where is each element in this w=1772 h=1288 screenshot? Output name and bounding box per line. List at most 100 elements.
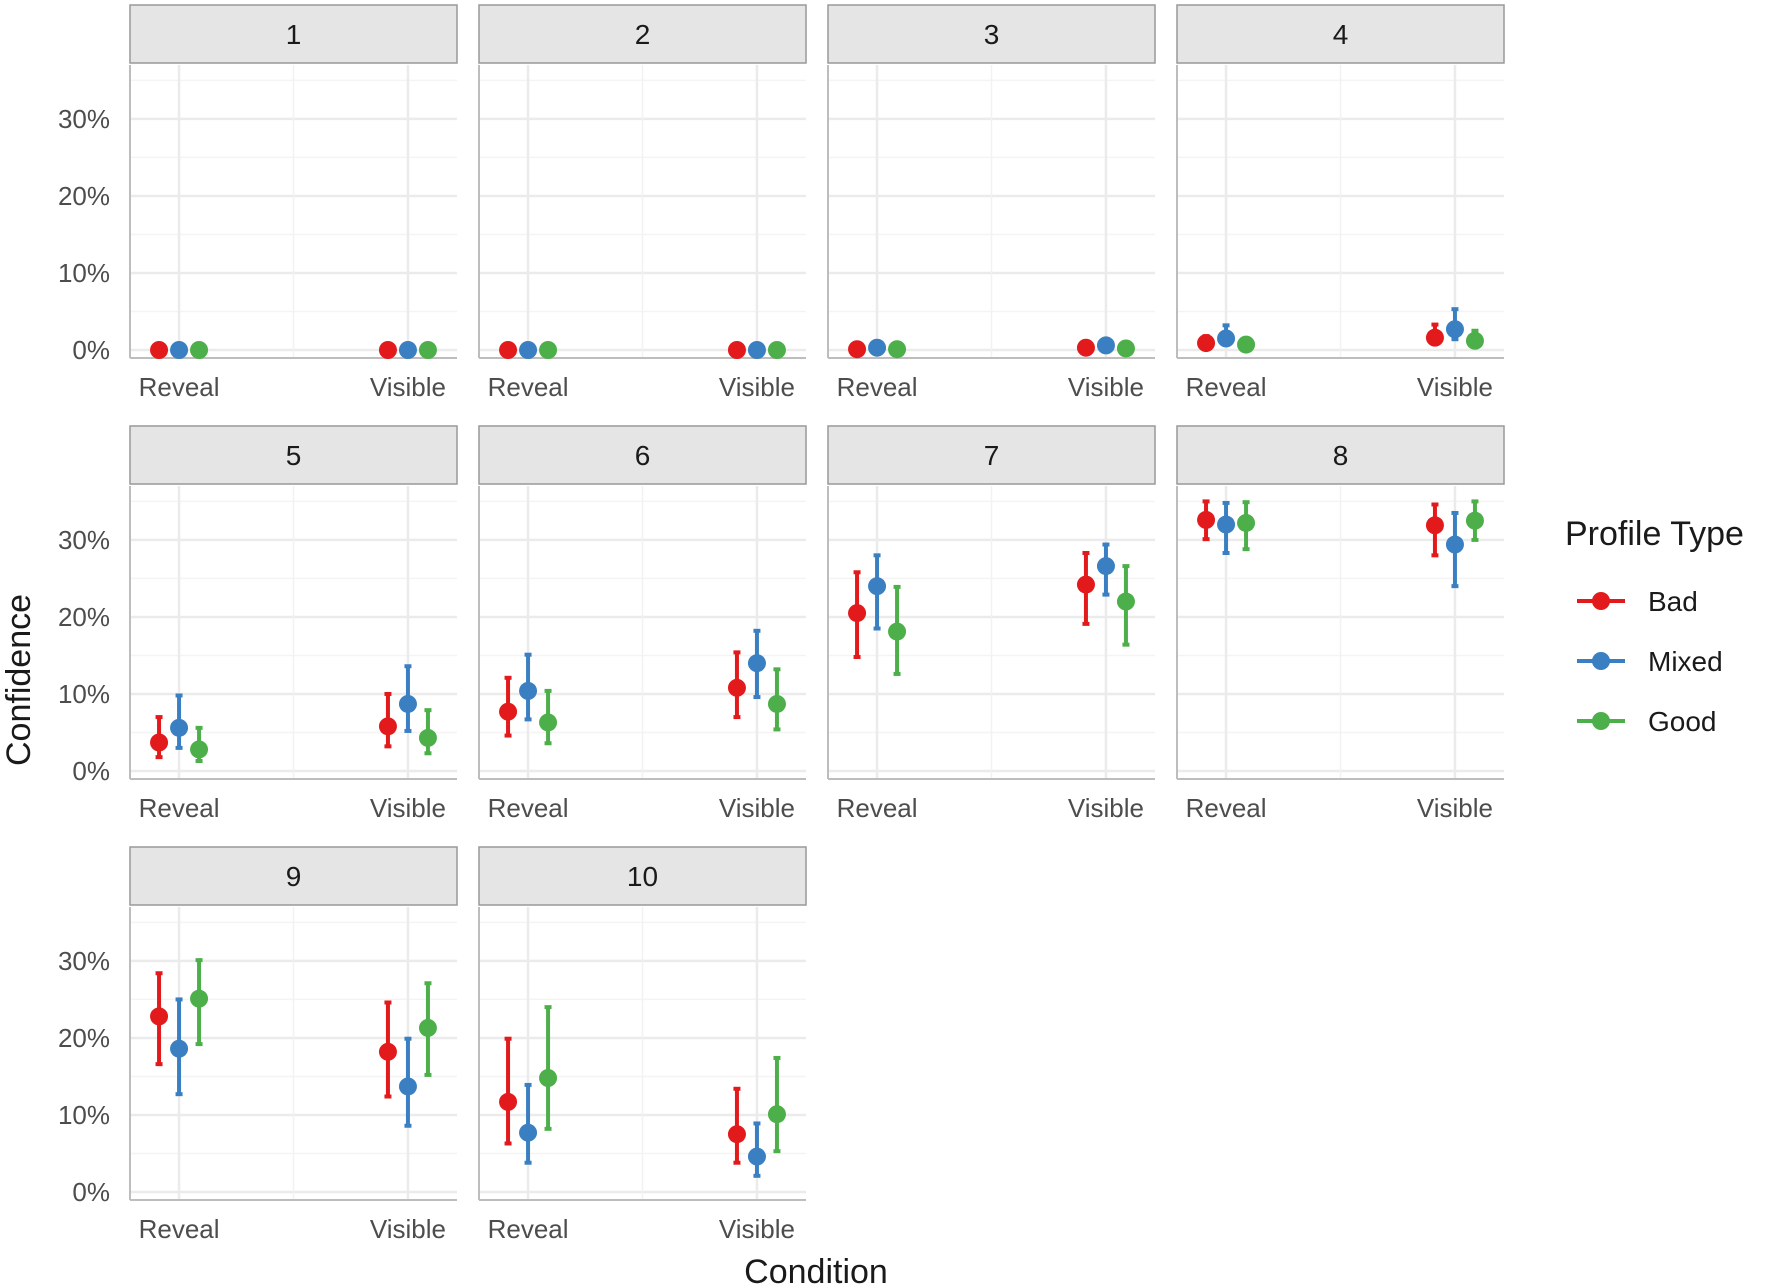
data-point-bad [378, 1000, 397, 1099]
x-tick-label: Visible [370, 1214, 446, 1244]
data-point-mixed [170, 997, 189, 1097]
point-marker [1217, 329, 1236, 348]
point-marker [767, 1105, 786, 1124]
legend-title: Profile Type [1565, 515, 1744, 553]
point-marker [418, 728, 437, 747]
point-marker [1445, 535, 1464, 554]
data-point-mixed [747, 341, 766, 359]
legend-entry-mixed: Mixed [1577, 646, 1723, 677]
x-tick-label: Reveal [488, 793, 569, 823]
data-point-good [418, 981, 437, 1077]
x-tick-label: Reveal [837, 372, 918, 402]
legend: Profile Type Bad Mixed Good [1565, 515, 1744, 737]
data-point-bad [1197, 499, 1216, 542]
point-marker [190, 341, 209, 359]
legend-key-point [1592, 652, 1610, 670]
data-point-mixed [519, 652, 538, 722]
data-point-bad [1197, 334, 1216, 353]
point-marker [170, 1039, 189, 1058]
data-point-mixed [868, 338, 887, 357]
facet-strip [129, 846, 458, 906]
point-marker [418, 1018, 437, 1037]
data-point-mixed [1096, 542, 1115, 597]
point-marker [519, 681, 538, 700]
point-marker [1425, 516, 1444, 535]
point-marker [378, 717, 397, 736]
data-point-good [767, 341, 786, 359]
data-point-mixed [747, 1121, 766, 1178]
data-point-good [1465, 499, 1484, 542]
point-marker [888, 340, 907, 359]
data-point-good [539, 341, 558, 359]
x-tick-label: Visible [1417, 793, 1493, 823]
point-marker [190, 989, 209, 1008]
point-marker [150, 1007, 169, 1026]
point-marker [1465, 511, 1484, 530]
facet-panel-1: 1 Reveal Visible 0% 10% 20% 30% [58, 4, 458, 402]
y-tick-label: 10% [58, 679, 110, 709]
point-marker [727, 341, 746, 359]
point-marker [848, 604, 867, 623]
y-tick-label: 0% [72, 335, 110, 365]
x-tick-label: Visible [719, 372, 795, 402]
point-marker [190, 740, 209, 759]
data-point-good [1237, 335, 1256, 354]
facet-panel-4: 4 Reveal Visible [1176, 4, 1505, 402]
gridlines [828, 486, 1155, 779]
data-point-good [418, 341, 437, 359]
facet-strip [827, 4, 1156, 64]
data-point-good [418, 708, 437, 756]
gridlines [479, 65, 806, 358]
data-point-bad [378, 341, 397, 359]
data-point-bad [150, 341, 169, 359]
data-point-mixed [519, 341, 538, 359]
facet-strip [129, 425, 458, 485]
data-point-mixed [398, 664, 417, 733]
legend-key-point [1592, 592, 1610, 610]
data-point-bad [1076, 551, 1095, 626]
data-point-bad [150, 715, 169, 760]
data-point-good [190, 958, 209, 1047]
point-marker [1197, 334, 1216, 353]
x-tick-label: Visible [1068, 793, 1144, 823]
point-marker [170, 341, 189, 359]
data-point-bad [1425, 502, 1444, 558]
point-marker [150, 733, 169, 752]
facet-strip [478, 425, 807, 485]
data-point-good [539, 688, 558, 746]
data-point-good [539, 1005, 558, 1131]
point-marker [1076, 575, 1095, 594]
data-point-mixed [170, 341, 189, 359]
point-marker [378, 341, 397, 359]
x-tick-label: Visible [370, 372, 446, 402]
point-marker [499, 1092, 518, 1111]
data-point-mixed [1445, 510, 1464, 589]
point-marker [727, 1125, 746, 1144]
data-point-good [1465, 328, 1484, 350]
data-point-good [1237, 500, 1256, 552]
point-marker [1076, 338, 1095, 357]
x-tick-label: Reveal [488, 1214, 569, 1244]
facet-panel-7: 7 Reveal Visible [827, 425, 1156, 823]
data-point-mixed [170, 693, 189, 750]
point-marker [848, 340, 867, 359]
point-marker [1116, 339, 1135, 358]
data-point-mixed [1096, 336, 1115, 355]
data-point-bad [1076, 338, 1095, 357]
facet-strip-label: 4 [1333, 19, 1349, 50]
facet-panel-9: 9 Reveal Visible 0% 10% 20% 30% [58, 846, 458, 1244]
data-point-bad [150, 971, 169, 1067]
y-tick-label: 0% [72, 756, 110, 786]
facet-strip-label: 3 [984, 19, 1000, 50]
data-point-good [1116, 339, 1135, 358]
data-point-mixed [398, 341, 417, 359]
data-point-mixed [1217, 500, 1236, 556]
point-marker [888, 622, 907, 641]
facet-strip [827, 425, 1156, 485]
point-marker [1445, 320, 1464, 339]
gridlines [828, 65, 1155, 358]
x-tick-label: Visible [719, 1214, 795, 1244]
y-tick-label: 10% [58, 258, 110, 288]
point-marker [499, 341, 518, 359]
point-marker [868, 577, 887, 596]
